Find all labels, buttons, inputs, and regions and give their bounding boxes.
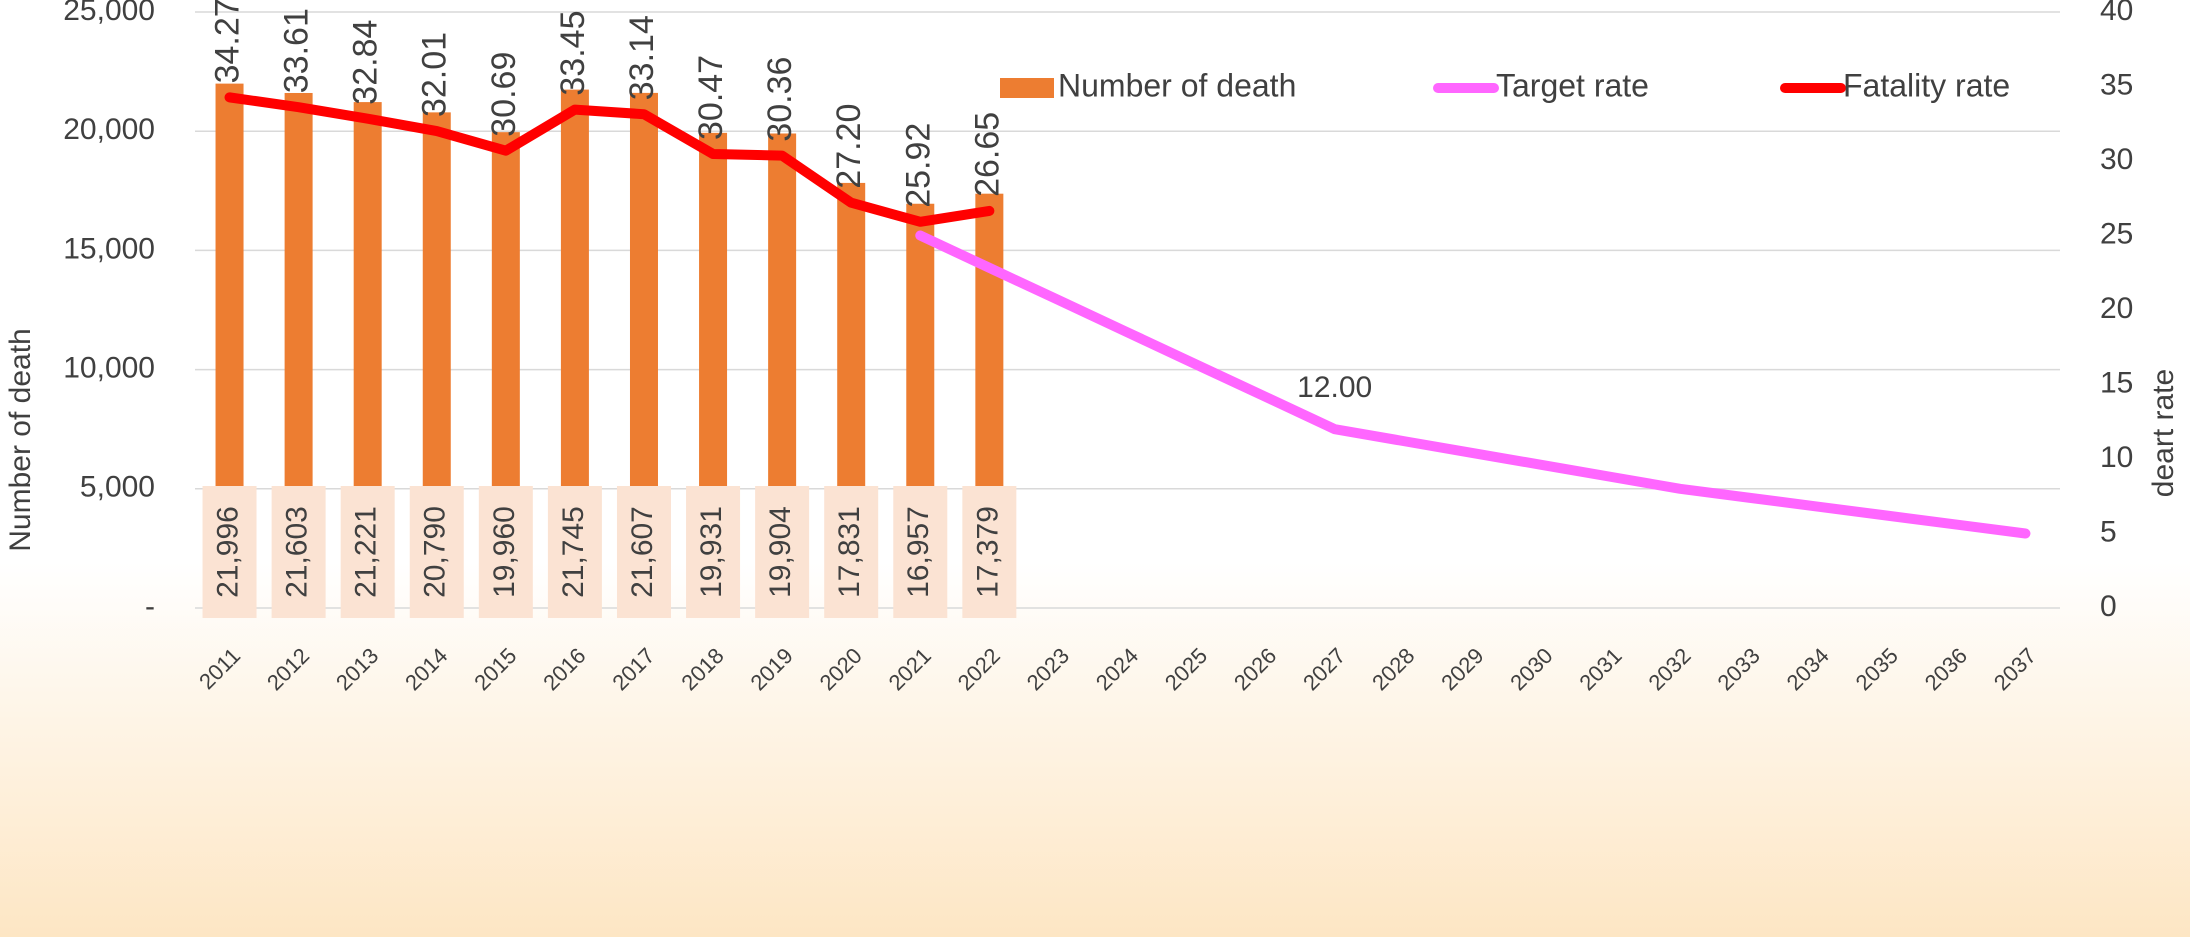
- line: [915, 230, 2031, 539]
- data-label-box: [616, 486, 671, 618]
- y2-tick-label: 35: [2100, 68, 2133, 101]
- y-tick-label: 5,000: [80, 471, 155, 504]
- data-label: 30.36: [761, 57, 799, 142]
- data-label: 19,960: [488, 506, 521, 598]
- data-label-box: [478, 486, 533, 618]
- data-label: 17,379: [971, 506, 1004, 598]
- y2-tick-label: 25: [2100, 217, 2133, 250]
- data-label-box: [755, 486, 810, 618]
- data-label: 19,904: [764, 506, 797, 598]
- legend-swatch: [1000, 78, 1054, 98]
- legend-label: Number of death: [1058, 67, 1296, 103]
- data-label: 21,221: [350, 506, 383, 598]
- data-label-box: [686, 486, 741, 618]
- y2-tick-label: 40: [2100, 0, 2133, 27]
- data-label: 32.84: [347, 20, 385, 105]
- y2-tick-label: 30: [2100, 143, 2133, 176]
- data-label: 21,603: [281, 506, 314, 598]
- data-label-box: [893, 486, 948, 618]
- y-axis-title: Number of death: [4, 328, 37, 551]
- line: [224, 92, 995, 227]
- data-label-box: [340, 486, 395, 618]
- y-tick-label: 20,000: [63, 113, 155, 146]
- data-label: 26.65: [968, 112, 1006, 197]
- data-label: 16,957: [902, 506, 935, 598]
- data-label: 21,607: [626, 506, 659, 598]
- data-label: 19,931: [695, 506, 728, 598]
- data-label: 17,831: [833, 506, 866, 598]
- data-label: 12.00: [1297, 371, 1372, 404]
- data-label-box: [202, 486, 257, 618]
- legend-label: Fatality rate: [1843, 67, 2010, 103]
- data-label: 34.27: [209, 0, 247, 83]
- data-label-box: [409, 486, 464, 618]
- y2-axis-title: deart rate: [2147, 369, 2180, 497]
- y2-tick-label: 5: [2100, 515, 2117, 548]
- data-label-box: [547, 486, 602, 618]
- data-label-box: [824, 486, 879, 618]
- data-label-box: [962, 486, 1017, 618]
- data-label: 33.14: [623, 15, 661, 100]
- data-label: 30.69: [485, 52, 523, 137]
- data-label: 27.20: [830, 104, 868, 189]
- legend-label: Target rate: [1496, 67, 1649, 103]
- data-label: 21,996: [211, 506, 244, 598]
- y-tick-label: -: [145, 590, 155, 623]
- data-label: 25.92: [899, 123, 937, 208]
- y-tick-label: 10,000: [63, 352, 155, 385]
- data-label: 32.01: [416, 32, 454, 117]
- y2-tick-label: 10: [2100, 441, 2133, 474]
- y-tick-label: 25,000: [63, 0, 155, 27]
- data-label: 33.45: [554, 11, 592, 96]
- y-tick-label: 15,000: [63, 232, 155, 265]
- data-label-box: [271, 486, 326, 618]
- y2-tick-label: 15: [2100, 366, 2133, 399]
- data-label: 33.61: [278, 8, 316, 93]
- data-label: 30.47: [692, 55, 730, 140]
- y2-tick-label: 20: [2100, 292, 2133, 325]
- data-label: 20,790: [419, 506, 452, 598]
- data-label: 21,745: [557, 506, 590, 598]
- y2-tick-label: 0: [2100, 590, 2117, 623]
